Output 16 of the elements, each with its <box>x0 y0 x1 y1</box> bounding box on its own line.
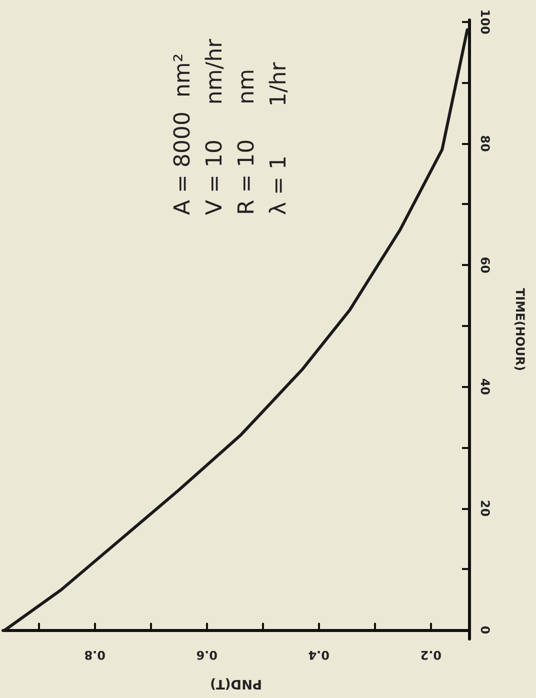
x-axis-title: PND(T) <box>210 676 262 691</box>
x-tick-label: 0.2 <box>420 648 442 662</box>
x-tick-label: 0.8 <box>84 648 106 662</box>
annotation: A = 8000 nm² <box>170 53 196 215</box>
y-tick-label: 60 <box>478 256 492 274</box>
annotation: R = 10 nm <box>234 68 260 215</box>
y-tick-label: 0 <box>478 626 492 634</box>
y-tick-label: 20 <box>478 500 492 517</box>
x-tick-label: 0.6 <box>196 648 218 662</box>
y-axis-title: TIME(HOUR) <box>513 288 527 371</box>
y-tick-label: 40 <box>478 378 492 396</box>
y-tick-label: 80 <box>478 135 492 152</box>
y-tick-label: 100 <box>478 9 492 34</box>
annotation: λ = 1 1/hr <box>266 61 292 215</box>
x-tick-label: 0.4 <box>308 648 330 662</box>
annotation: V = 10 nm/hr <box>202 38 228 215</box>
